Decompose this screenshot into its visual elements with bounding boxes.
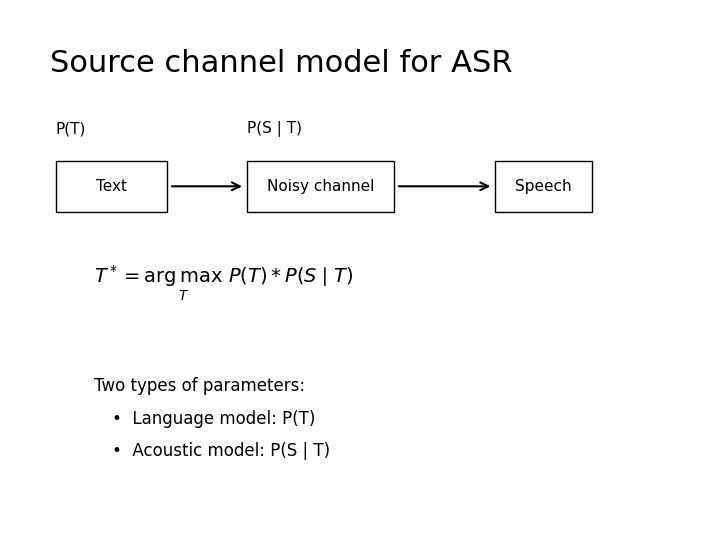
Text: Speech: Speech [516,179,572,194]
Text: Text: Text [96,179,127,194]
FancyBboxPatch shape [495,160,593,212]
Text: •  Language model: P(T): • Language model: P(T) [112,409,315,428]
Text: Noisy channel: Noisy channel [266,179,374,194]
Text: Source channel model for ASR: Source channel model for ASR [50,49,513,78]
Text: •  Acoustic model: P(S | T): • Acoustic model: P(S | T) [112,442,330,460]
Text: P(T): P(T) [55,121,86,136]
Text: Two types of parameters:: Two types of parameters: [94,377,305,395]
FancyBboxPatch shape [246,160,395,212]
Text: $T^* = \underset{T}{\arg\max}\ P(T) * P(S\mid T)$: $T^* = \underset{T}{\arg\max}\ P(T) * P(… [94,264,353,303]
FancyBboxPatch shape [56,160,167,212]
Text: P(S | T): P(S | T) [247,120,302,137]
